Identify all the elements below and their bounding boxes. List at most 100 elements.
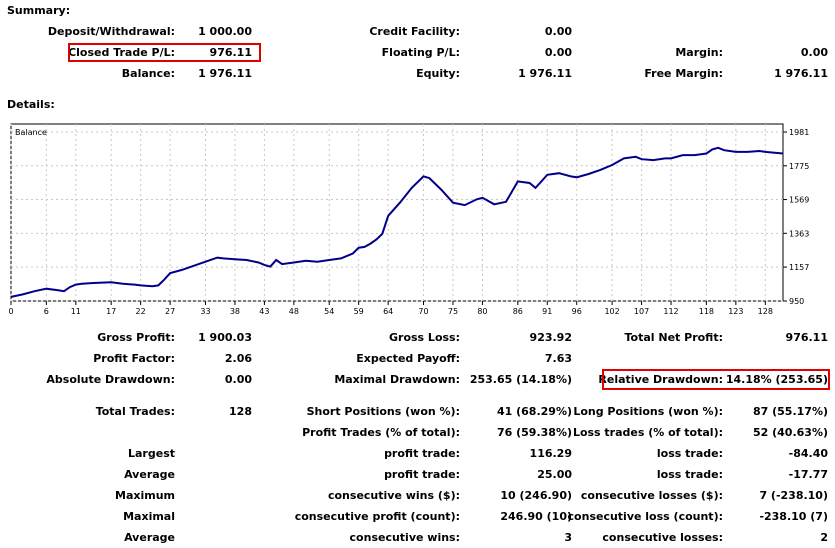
summary-label: Closed Trade P/L: <box>68 46 175 59</box>
details-label: consecutive losses ($): <box>580 489 723 502</box>
details-label: consecutive profit (count): <box>294 510 460 523</box>
details-label: loss trade: <box>656 468 723 481</box>
details-value: 128 <box>229 405 252 418</box>
x-tick-label: 64 <box>383 307 393 316</box>
x-tick-label: 128 <box>758 307 773 316</box>
x-tick-label: 0 <box>8 307 13 316</box>
details-label: Gross Loss: <box>389 331 460 344</box>
details-value: 976.11 <box>785 331 828 344</box>
y-tick-label: 1775 <box>789 162 809 171</box>
x-tick-label: 33 <box>200 307 210 316</box>
x-tick-label: 102 <box>604 307 619 316</box>
summary-label: Floating P/L: <box>381 46 460 59</box>
y-tick-label: 1157 <box>789 263 809 272</box>
y-tick-label: 1363 <box>789 229 809 238</box>
details-label: profit trade: <box>384 447 460 460</box>
details-value: 2 <box>820 531 828 544</box>
x-tick-label: 70 <box>418 307 428 316</box>
chart-title: Balance <box>15 128 47 137</box>
x-tick-label: 91 <box>542 307 552 316</box>
details-label: consecutive loss (count): <box>567 510 723 523</box>
y-tick-label: 1569 <box>789 196 809 205</box>
relative-drawdown-highlight <box>602 369 830 390</box>
summary-value: 1 976.11 <box>774 67 828 80</box>
x-tick-label: 54 <box>324 307 334 316</box>
y-tick-label: 950 <box>789 297 804 306</box>
details-value: 0.00 <box>224 373 252 386</box>
details-label: Average <box>124 531 175 544</box>
x-tick-label: 43 <box>259 307 269 316</box>
summary-heading: Summary: <box>7 4 71 17</box>
details-value: 116.29 <box>529 447 572 460</box>
x-tick-label: 118 <box>699 307 714 316</box>
details-value: 52 (40.63%) <box>752 426 828 439</box>
details-label: Maximum <box>115 489 175 502</box>
details-label: Loss trades (% of total): <box>572 426 723 439</box>
x-tick-label: 27 <box>165 307 175 316</box>
details-value: 76 (59.38%) <box>496 426 572 439</box>
summary-label: Deposit/Withdrawal: <box>47 25 175 38</box>
details-label: Maximal Drawdown: <box>334 373 460 386</box>
summary-label: Credit Facility: <box>369 25 460 38</box>
x-tick-label: 22 <box>136 307 146 316</box>
details-label: Profit Trades (% of total): <box>302 426 460 439</box>
details-value: 7.63 <box>544 352 572 365</box>
x-tick-label: 107 <box>634 307 649 316</box>
details-label: Short Positions (won %): <box>306 405 460 418</box>
balance-series-line <box>10 146 784 298</box>
details-value: 3 <box>564 531 572 544</box>
details-value: 14.18% (253.65) <box>725 373 828 386</box>
y-tick-label: 1981 <box>789 128 809 137</box>
details-value: 246.90 (10) <box>500 510 572 523</box>
summary-label: Equity: <box>416 67 460 80</box>
summary-value: 976.11 <box>209 46 252 59</box>
summary-label: Balance: <box>121 67 175 80</box>
x-tick-label: 123 <box>728 307 743 316</box>
closed-trade-highlight <box>68 43 261 62</box>
details-label: Total Trades: <box>95 405 175 418</box>
x-tick-label: 96 <box>572 307 582 316</box>
summary-value: 0.00 <box>544 46 572 59</box>
details-value: -84.40 <box>788 447 828 460</box>
summary-label: Margin: <box>675 46 723 59</box>
details-value: -238.10 (7) <box>759 510 828 523</box>
summary-value: 1 000.00 <box>198 25 252 38</box>
summary-value: 0.00 <box>544 25 572 38</box>
details-label: Largest <box>128 447 175 460</box>
plot-area <box>10 123 784 302</box>
details-label: Relative Drawdown: <box>598 373 723 386</box>
x-tick-label: 112 <box>663 307 678 316</box>
details-label: consecutive wins: <box>349 531 460 544</box>
x-tick-label: 75 <box>448 307 458 316</box>
x-tick-label: 6 <box>44 307 49 316</box>
balance-chart: 0 6 11 17 22 27 33 38 43 48 54 59 64 70 75 80 86 91 96 102 1… <box>8 123 809 316</box>
details-value: 253.65 (14.18%) <box>469 373 572 386</box>
summary-value: 1 976.11 <box>518 67 572 80</box>
details-label: loss trade: <box>656 447 723 460</box>
details-value: 2.06 <box>224 352 252 365</box>
details-value: 87 (55.17%) <box>752 405 828 418</box>
x-tick-label: 11 <box>71 307 81 316</box>
details-label: Maximal <box>123 510 175 523</box>
details-value: 923.92 <box>529 331 572 344</box>
x-tick-label: 38 <box>230 307 240 316</box>
details-value: 10 (246.90) <box>500 489 572 502</box>
details-heading: Details: <box>7 98 55 111</box>
details-value: 41 (68.29%) <box>496 405 572 418</box>
details-label: Long Positions (won %): <box>573 405 723 418</box>
summary-value: 0.00 <box>800 46 828 59</box>
details-label: consecutive losses: <box>602 531 723 544</box>
x-tick-label: 17 <box>106 307 116 316</box>
details-value: -17.77 <box>788 468 828 481</box>
details-label: Profit Factor: <box>93 352 175 365</box>
x-tick-label: 59 <box>354 307 364 316</box>
details-label: Expected Payoff: <box>356 352 460 365</box>
details-label: Total Net Profit: <box>624 331 724 344</box>
details-label: Absolute Drawdown: <box>46 373 175 386</box>
details-value: 7 (-238.10) <box>759 489 828 502</box>
x-tick-label: 48 <box>289 307 299 316</box>
details-label: consecutive wins ($): <box>327 489 460 502</box>
summary-value: 1 976.11 <box>198 67 252 80</box>
details-label: Average <box>124 468 175 481</box>
summary-label: Free Margin: <box>644 67 723 80</box>
